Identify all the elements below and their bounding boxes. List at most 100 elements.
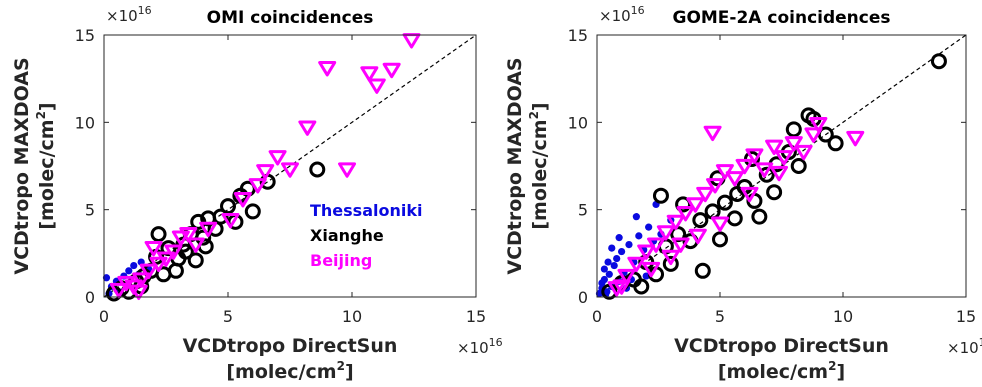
data-point: [367, 78, 386, 94]
data-point: [233, 192, 252, 208]
data-point: [615, 234, 623, 242]
data-point: [177, 243, 194, 260]
x-axis-label: VCDtropo DirectSun: [674, 335, 889, 357]
data-point: [132, 272, 151, 288]
x-tick-label: 0: [99, 307, 109, 326]
x-axis-unit: [molec/cm2]: [718, 359, 845, 383]
y-multiplier: ×1016: [599, 4, 645, 25]
data-point: [632, 213, 640, 221]
data-point: [149, 256, 168, 273]
x-multiplier: ×1016: [947, 336, 982, 357]
data-point: [662, 255, 679, 272]
data-point: [784, 136, 803, 152]
series-beijing: [109, 33, 421, 301]
axes-box: [596, 34, 967, 298]
y-tick-label: 10: [568, 113, 588, 132]
data-point: [613, 254, 621, 263]
data-point: [102, 274, 111, 282]
y-axis-unit: [molec/cm2]: [34, 102, 58, 229]
x-tick-label: 0: [592, 307, 602, 326]
data-point: [600, 265, 608, 273]
y-axis-label: VCDtropo MAXDOAS: [504, 57, 526, 274]
y-multiplier-exponent: 16: [631, 4, 645, 17]
data-point: [666, 214, 685, 231]
data-point: [244, 203, 261, 220]
data-point: [785, 121, 802, 138]
series-xianghe: [601, 53, 947, 300]
data-point: [770, 165, 789, 182]
data-point: [130, 261, 138, 270]
data-point: [711, 216, 729, 232]
data-point: [670, 226, 687, 243]
legend-entry-xianghe: Xianghe: [310, 226, 384, 245]
y-tick-label: 10: [75, 113, 95, 132]
y-multiplier-exponent: 16: [138, 4, 152, 17]
series-beijing: [607, 116, 865, 297]
data-point: [117, 275, 136, 292]
data-point: [248, 178, 267, 194]
data-point: [402, 33, 421, 49]
data-point: [281, 162, 299, 178]
data-point: [694, 262, 711, 279]
x-axis-label: VCDtropo DirectSun: [183, 335, 398, 357]
data-point: [125, 267, 133, 275]
data-point: [220, 198, 236, 215]
data-point: [740, 186, 759, 203]
data-point: [735, 158, 754, 175]
data-point: [712, 231, 728, 248]
data-point: [637, 244, 656, 260]
data-point: [309, 161, 326, 178]
data-point: [706, 178, 725, 194]
data-point: [765, 139, 784, 156]
data-point: [625, 241, 633, 249]
data-point: [696, 186, 715, 203]
x-tick-label: 15: [956, 307, 976, 326]
data-point: [758, 166, 775, 183]
data-point: [187, 252, 204, 269]
y-axis-label: VCDtropo MAXDOAS: [11, 57, 33, 274]
y-axis-unit-sup: 2: [34, 111, 48, 119]
data-point: [318, 61, 337, 77]
data-point: [633, 278, 650, 295]
data-point: [661, 249, 680, 266]
y-tick-label: 0: [578, 288, 588, 307]
data-point: [612, 279, 631, 295]
data-point: [692, 212, 709, 229]
data-point: [129, 284, 148, 301]
data-point: [605, 270, 613, 278]
data-point: [382, 62, 401, 79]
data-point: [671, 237, 690, 253]
data-point: [652, 187, 669, 204]
data-point: [144, 240, 163, 257]
data-point: [150, 226, 167, 243]
data-point: [212, 208, 229, 225]
data-point: [221, 213, 240, 229]
data-point: [725, 171, 744, 187]
chart-title: GOME-2A coincidences: [672, 8, 890, 28]
data-point: [827, 135, 844, 152]
one-to-one-line: [103, 34, 477, 298]
data-point: [155, 266, 172, 283]
x-multiplier-exponent: 16: [489, 336, 503, 349]
data-point: [157, 251, 175, 267]
data-point: [716, 194, 733, 211]
data-point: [139, 263, 158, 280]
y-axis-unit-close: ]: [529, 102, 551, 111]
legend-entry-thessaloniki: Thessaloniki: [310, 201, 422, 220]
data-point: [809, 116, 828, 133]
y-tick-label: 15: [568, 26, 588, 45]
data-point: [268, 150, 287, 166]
chart-panel-1: 00 5 5 10 10 15 15 ×1016 ×1016 OMI coincidences VC…: [11, 4, 503, 383]
x-tick-label: 10: [342, 307, 362, 326]
y-axis-unit-close: ]: [36, 102, 58, 111]
data-point: [656, 225, 675, 241]
data-point: [627, 256, 646, 273]
data-point: [298, 120, 317, 136]
data-point: [647, 237, 666, 253]
data-point: [766, 184, 783, 201]
data-point: [618, 247, 626, 256]
data-point: [726, 210, 743, 227]
x-axis-unit-sup: 2: [828, 359, 836, 373]
data-point: [642, 261, 661, 278]
